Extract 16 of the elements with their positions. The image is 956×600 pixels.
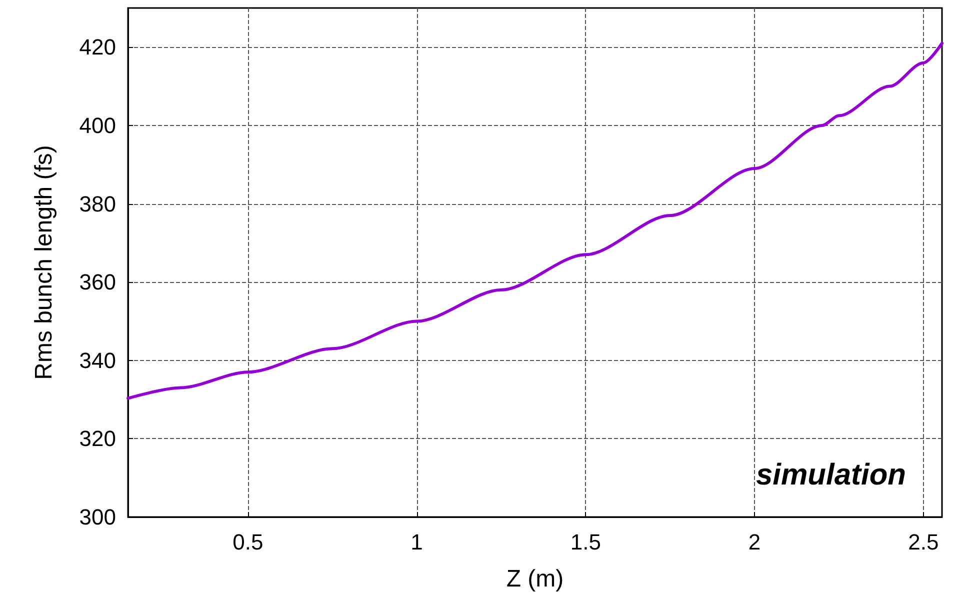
y-tick-label: 420 xyxy=(79,34,116,60)
y-tick-label: 320 xyxy=(79,426,116,452)
y-tick-label: 380 xyxy=(79,191,116,216)
y-axis-title: Rms bunch length (fs) xyxy=(30,145,58,380)
x-axis-title: Z (m) xyxy=(506,566,564,592)
x-tick-label: 1 xyxy=(410,530,423,554)
x-tick-label: 2 xyxy=(748,530,761,554)
y-tick-label: 300 xyxy=(79,504,116,530)
x-tick-label: 0.5 xyxy=(232,530,264,554)
y-tick-label: 360 xyxy=(79,270,116,295)
y-tick-label: 340 xyxy=(79,348,116,373)
annotation: simulation xyxy=(756,458,906,492)
x-tick-label: 2.5 xyxy=(908,530,939,554)
y-tick-label: 400 xyxy=(79,112,116,138)
x-tick-label: 1.5 xyxy=(570,530,601,554)
line-series xyxy=(126,42,944,400)
